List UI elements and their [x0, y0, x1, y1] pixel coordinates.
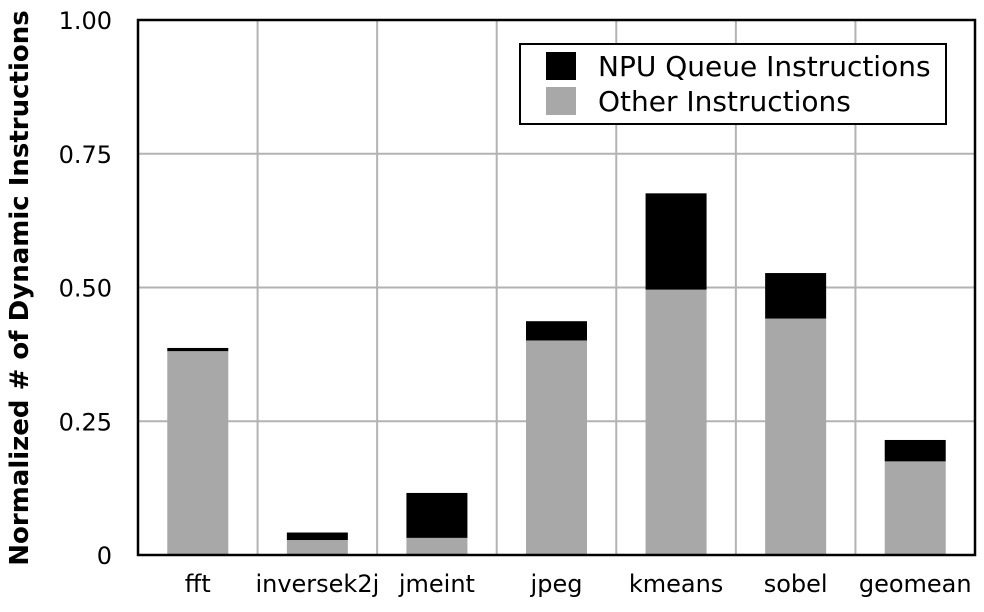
y-tick-label: 0.25: [59, 408, 112, 436]
y-tick-label: 0.75: [59, 141, 112, 169]
y-tick-label: 0.50: [59, 275, 112, 303]
x-tick-labels: fft inversek2j jmeint jpeg kmeans sobel geomea…: [185, 570, 972, 598]
legend-swatch-npu: [546, 52, 576, 80]
bar-segment-other: [167, 351, 229, 555]
legend-swatch-other: [546, 87, 576, 115]
y-tick-label: 1.00: [59, 7, 112, 35]
bar-segment-npu: [167, 347, 229, 352]
bar-segment-npu: [286, 532, 348, 541]
x-tick-label: inversek2j: [255, 570, 379, 598]
bar-segment-other: [526, 340, 587, 555]
bar-segment-other: [645, 289, 707, 555]
x-tick-label: jmeint: [398, 570, 475, 598]
legend: NPU Queue Instructions Other Instruction…: [519, 43, 947, 125]
y-axis-label: Normalized # of Dynamic Instructions: [5, 10, 35, 565]
bar-segment-npu: [526, 321, 587, 341]
bar-segment-other: [286, 540, 348, 555]
x-tick-label: sobel: [764, 570, 828, 598]
x-tick-label: jpeg: [530, 570, 583, 598]
legend-label-npu: NPU Queue Instructions: [598, 50, 931, 83]
bar-segment-npu: [406, 492, 468, 538]
bar-segment-npu: [765, 273, 827, 319]
bar-segment-npu: [645, 193, 707, 290]
x-tick-label: fft: [185, 570, 211, 598]
x-tick-label: kmeans: [629, 570, 723, 598]
bar-segment-other: [884, 461, 946, 555]
bar-segment-other: [765, 318, 827, 555]
bar-group: [167, 193, 946, 555]
y-tick-labels: 0 0.25 0.50 0.75 1.00: [59, 7, 112, 570]
legend-label-other: Other Instructions: [598, 85, 851, 118]
legend-box: [519, 43, 947, 125]
bar-segment-npu: [884, 439, 946, 462]
x-tick-label: geomean: [859, 570, 972, 598]
plot-frame: [136, 18, 977, 557]
bar-segment-other: [406, 537, 468, 555]
y-tick-label: 0: [97, 542, 112, 570]
